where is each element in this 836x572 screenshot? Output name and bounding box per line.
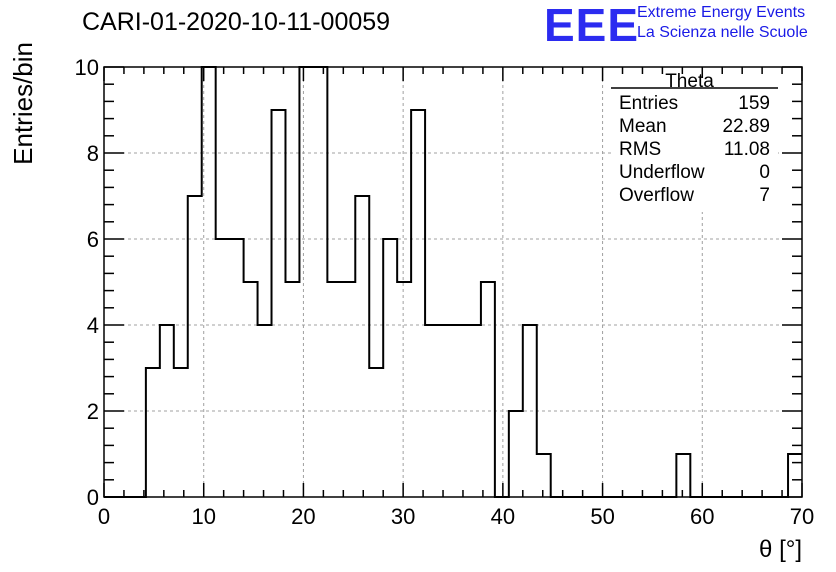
x-tick-label: 70 bbox=[790, 504, 814, 529]
histogram-bin bbox=[285, 282, 299, 497]
histogram-bin bbox=[258, 325, 272, 497]
histogram-bin bbox=[369, 368, 383, 497]
plot-frame bbox=[103, 66, 803, 498]
histogram-bin bbox=[676, 454, 690, 497]
histogram-bin bbox=[160, 325, 174, 497]
histogram-bin bbox=[202, 67, 216, 497]
histogram-bin bbox=[188, 196, 202, 497]
histogram-bin bbox=[453, 325, 467, 497]
histogram-bin bbox=[327, 282, 341, 497]
histogram-bin bbox=[383, 239, 397, 497]
x-tick-label: 60 bbox=[690, 504, 714, 529]
page-title: CARI-01-2020-10-11-00059 bbox=[82, 8, 391, 36]
histogram-bin bbox=[341, 282, 355, 497]
histogram-bin bbox=[174, 368, 188, 497]
x-axis: 0 10 20 30 40 50 60 70θ [°] bbox=[98, 67, 814, 563]
stats-label: Entries bbox=[619, 93, 678, 114]
histogram-bin bbox=[146, 368, 160, 497]
histogram-bin bbox=[788, 454, 802, 497]
x-tick-label: 0 bbox=[98, 504, 110, 529]
stats-label: Overflow bbox=[619, 185, 694, 206]
histogram-bin bbox=[313, 67, 327, 497]
stats-value: 0 bbox=[759, 162, 770, 183]
y-axis: 0 2 4 6 8 10 Entries/bin bbox=[8, 42, 802, 510]
x-tick-label: 40 bbox=[491, 504, 515, 529]
histogram-bin bbox=[537, 454, 551, 497]
logo-line1: Extreme Energy Events bbox=[637, 4, 806, 21]
histogram-bin bbox=[425, 325, 439, 497]
stats-box-bg bbox=[611, 78, 778, 212]
y-tick-label: 4 bbox=[87, 313, 99, 338]
x-axis-label: θ [°] bbox=[759, 536, 802, 563]
y-tick-label: 6 bbox=[87, 227, 99, 252]
x-tick-label: 50 bbox=[590, 504, 614, 529]
stats-label: Mean bbox=[619, 116, 667, 137]
histogram-bin bbox=[299, 67, 313, 497]
histogram-bin bbox=[355, 196, 369, 497]
histogram-bin bbox=[244, 282, 258, 497]
x-tick-label: 30 bbox=[391, 504, 415, 529]
histogram-bin bbox=[481, 282, 495, 497]
histogram-bin bbox=[439, 325, 453, 497]
stats-value: 7 bbox=[759, 185, 770, 206]
x-tick-label: 10 bbox=[191, 504, 215, 529]
y-tick-label: 0 bbox=[87, 485, 99, 510]
stats-value: 22.89 bbox=[722, 116, 770, 137]
histogram-bin bbox=[230, 239, 244, 497]
logo-line2: La Scienza nelle Scuole bbox=[637, 24, 808, 41]
y-axis-label: Entries/bin bbox=[8, 42, 38, 165]
logo-mark: EEE bbox=[544, 0, 640, 51]
histogram-bin bbox=[216, 239, 230, 497]
stats-label: Underflow bbox=[619, 162, 705, 183]
eee-logo: EEE Extreme Energy Events La Scienza nel… bbox=[544, 0, 834, 51]
y-tick-label: 10 bbox=[75, 55, 99, 80]
y-tick-label: 8 bbox=[87, 141, 99, 166]
histogram-bin bbox=[397, 282, 411, 497]
histogram-bin bbox=[272, 110, 286, 497]
histogram-bin bbox=[411, 110, 425, 497]
y-tick-label: 2 bbox=[87, 399, 99, 424]
histogram-bin bbox=[523, 325, 537, 497]
stats-label: RMS bbox=[619, 139, 661, 160]
histogram-bin bbox=[509, 411, 523, 497]
stats-value: 159 bbox=[738, 93, 770, 114]
x-tick-label: 20 bbox=[291, 504, 315, 529]
stats-value: 11.08 bbox=[724, 139, 770, 160]
histogram-bin bbox=[467, 325, 481, 497]
stats-title: Theta bbox=[665, 71, 714, 92]
